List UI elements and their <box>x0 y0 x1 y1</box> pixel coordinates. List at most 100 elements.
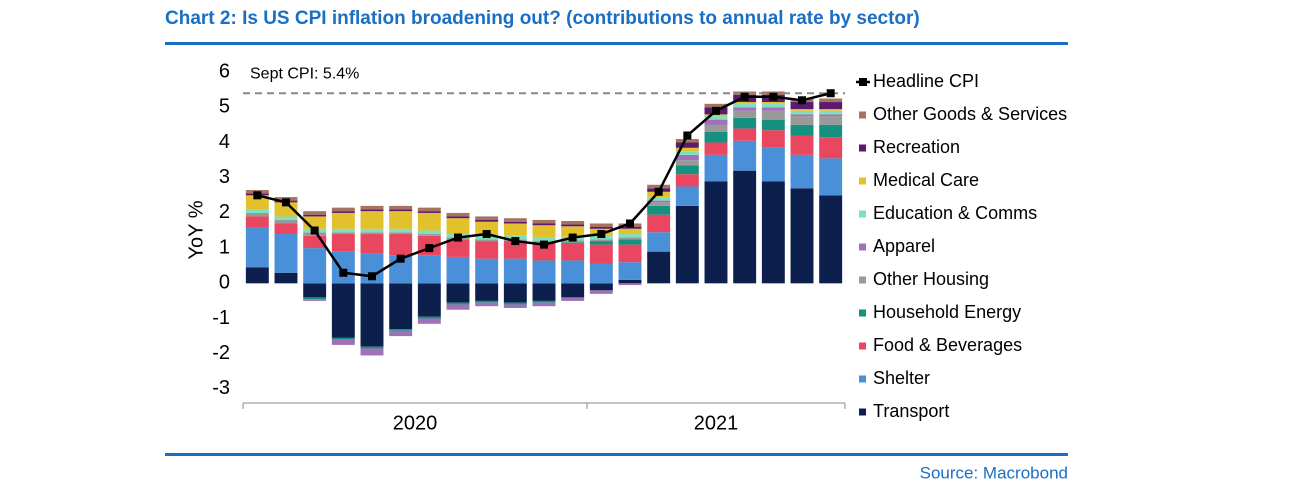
bar-segment <box>675 160 699 166</box>
bar-segment <box>704 116 728 120</box>
bar-segment <box>389 228 413 233</box>
bar-segment <box>790 124 814 136</box>
bar-segment <box>274 234 298 273</box>
bar-segment <box>532 225 556 238</box>
bar-segment <box>790 114 814 117</box>
bar-segment <box>675 151 699 155</box>
bar-segment <box>417 255 441 284</box>
bar-segment <box>589 241 613 245</box>
bar-segment <box>733 110 757 118</box>
bar-segment <box>303 299 327 301</box>
headline-marker <box>683 131 692 140</box>
bar-segment <box>446 256 470 284</box>
headline-marker <box>626 219 634 228</box>
bar-segment <box>675 205 699 284</box>
bar-segment <box>675 154 699 161</box>
bar-segment <box>503 302 527 305</box>
headline-marker <box>654 187 663 196</box>
headline-marker <box>253 191 262 200</box>
bar-segment <box>561 226 585 237</box>
bar-segment <box>303 214 327 217</box>
headline-marker <box>769 92 778 101</box>
bar-segment <box>417 207 441 212</box>
headline-marker <box>282 198 290 207</box>
bar-segment <box>647 205 671 215</box>
bar-segment <box>331 339 355 345</box>
y-tick-label: -3 <box>212 377 230 399</box>
y-tick-label: 4 <box>219 131 230 153</box>
y-tick-label: 5 <box>219 96 230 118</box>
bar-segment <box>589 283 613 291</box>
bar-segment <box>819 110 843 115</box>
bar-segment <box>245 195 269 210</box>
bar-segment <box>331 232 355 235</box>
bar-segment <box>733 170 757 284</box>
bar-segment <box>446 283 470 303</box>
reference-label: Sept CPI: 5.4% <box>250 65 359 82</box>
bar-segment <box>532 219 556 224</box>
legend-swatch <box>859 111 866 119</box>
bar-segment <box>704 154 728 182</box>
bar-segment <box>618 262 642 280</box>
headline-marker <box>425 244 434 253</box>
bar-segment <box>475 221 499 236</box>
bar-segment <box>274 219 298 224</box>
bar-segment <box>647 214 671 233</box>
chart-title: Chart 2: Is US CPI inflation broadening … <box>165 8 920 29</box>
bar-segment <box>618 228 642 235</box>
legend-label: Education & Comms <box>873 203 1037 223</box>
bar-segment <box>360 232 384 235</box>
legend-label: Recreation <box>873 137 960 157</box>
bar-segment <box>360 346 384 349</box>
bar-segment <box>532 283 556 301</box>
bar-segment <box>303 297 327 300</box>
legend-swatch <box>859 342 866 350</box>
bar-segment <box>360 228 384 233</box>
legend-swatch <box>859 375 866 383</box>
bar-segment <box>733 103 757 108</box>
bar-segment <box>245 267 269 284</box>
bar-segment <box>618 234 642 238</box>
legend-label: Other Housing <box>873 269 989 289</box>
bar-segment <box>589 227 613 229</box>
bar-segment <box>819 102 843 110</box>
bar-segment <box>704 114 728 117</box>
bar-segment <box>761 107 785 111</box>
bar-segment <box>647 184 671 189</box>
bar-segment <box>704 103 728 108</box>
headline-marker <box>482 230 491 239</box>
bar-segment <box>761 102 785 104</box>
bar-segment <box>274 272 298 284</box>
legend-label: Medical Care <box>873 170 979 190</box>
bar-segment <box>733 128 757 141</box>
y-tick-label: -2 <box>212 342 230 364</box>
bar-segment <box>245 212 269 217</box>
legend-label: Other Goods & Services <box>873 104 1067 124</box>
y-tick-label: 6 <box>219 60 230 82</box>
bar-segment <box>733 117 757 129</box>
bar-segment <box>503 218 527 222</box>
bar-segment <box>647 200 671 203</box>
bar-segment <box>303 211 327 215</box>
bar-segment <box>647 232 671 252</box>
headline-marker <box>454 233 462 242</box>
bar-segment <box>331 283 355 338</box>
bar-segment <box>675 147 699 152</box>
legend-swatch <box>859 276 866 284</box>
bar-segment <box>761 103 785 108</box>
headline-marker <box>511 237 520 246</box>
bar-segment <box>389 232 413 235</box>
bar-segment <box>761 147 785 182</box>
bar-segment <box>389 205 413 210</box>
bar-segment <box>446 212 470 217</box>
bar-segment <box>561 297 585 301</box>
bar-segment <box>561 242 585 261</box>
bar-segment <box>561 283 585 298</box>
bar-segment <box>331 228 355 233</box>
bar-segment <box>618 239 642 245</box>
legend-swatch <box>859 408 866 416</box>
bar-segment <box>417 316 441 319</box>
bar-segment <box>589 290 613 294</box>
bar-segment <box>532 242 556 261</box>
bar-segment <box>819 158 843 196</box>
